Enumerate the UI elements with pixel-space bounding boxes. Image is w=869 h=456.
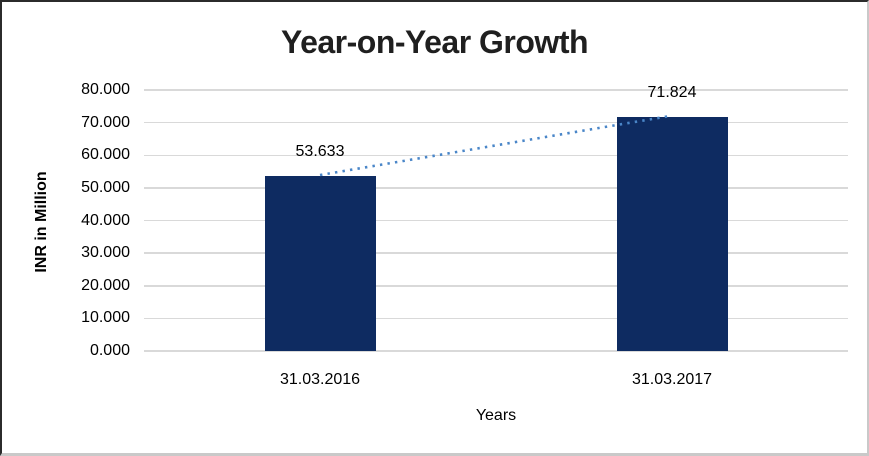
gridline [144,219,848,222]
gridline [144,121,848,124]
y-tick-label: 80.000 [81,81,130,98]
bar-value-label: 71.824 [647,83,697,101]
gridline [144,317,848,320]
y-tick-label: 30.000 [81,244,130,262]
bar-value-label: 53.633 [295,143,345,161]
chart-title: Year-on-Year Growth [280,24,589,60]
category-label: 31.03.2016 [279,371,361,388]
gridline [144,285,848,287]
category-label: 31.03.2017 [631,371,713,388]
gridline [144,252,848,254]
gridline [144,350,848,352]
y-tick-label: 60.000 [81,146,130,164]
y-tick-label: 50.000 [81,178,130,196]
y-tick-label: 10.000 [81,309,130,327]
gridline [144,154,848,156]
y-tick-label: 0.000 [89,342,130,359]
y-tick-label: 20.000 [81,276,130,294]
gridline [144,187,848,189]
x-axis-title: Years [475,407,517,424]
bar [616,116,728,351]
y-tick-label: 40.000 [81,211,130,229]
bar [264,176,376,351]
y-tick-label: 70.000 [81,113,130,131]
gridline [144,89,848,91]
